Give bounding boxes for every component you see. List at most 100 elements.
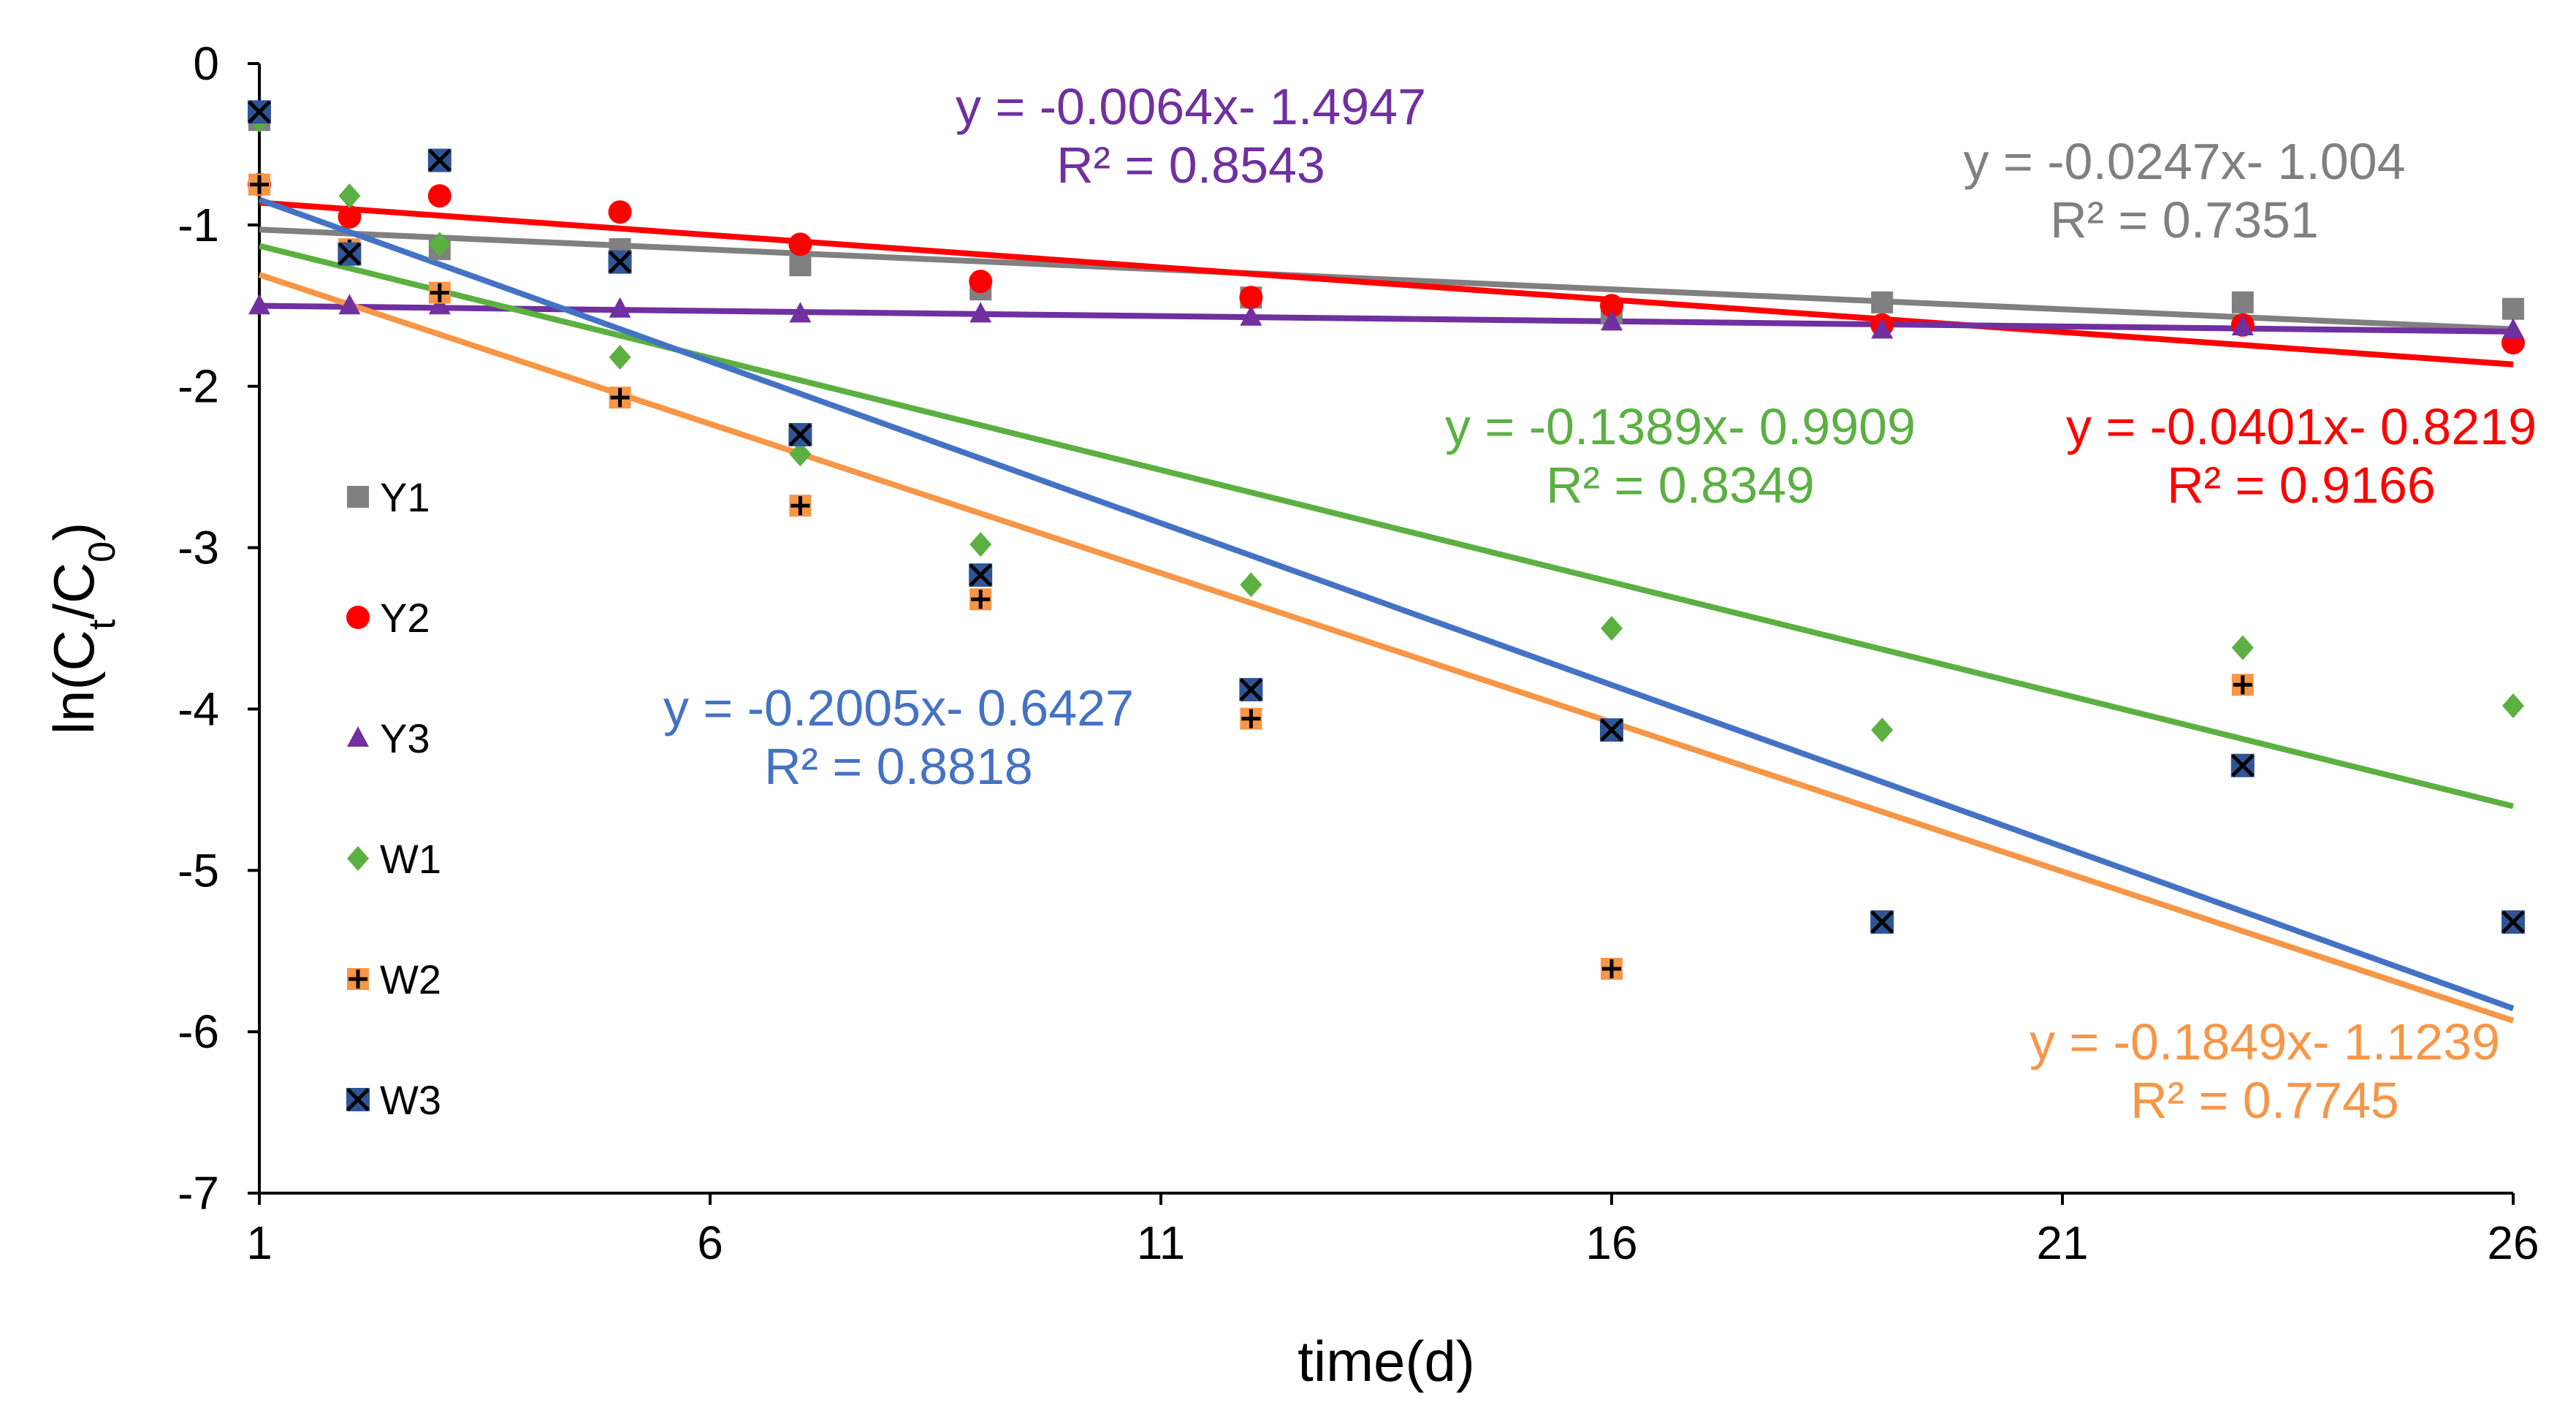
point-w1 — [609, 344, 631, 370]
legend-marker-y1 — [347, 486, 369, 508]
point-y3 — [1601, 310, 1623, 331]
r2-y1: R² = 0.7351 — [2050, 191, 2319, 248]
point-y2 — [1600, 294, 1623, 318]
equation-y1: y = -0.0247x- 1.004 — [1963, 133, 2405, 190]
r2-w3: R² = 0.8818 — [764, 738, 1033, 795]
legend-marker-w2 — [347, 968, 369, 990]
point-w3 — [1600, 718, 1623, 742]
legend-label-w1: W1 — [380, 836, 441, 882]
point-w3 — [788, 422, 812, 446]
point-w2 — [428, 281, 451, 304]
y-tick-label: -7 — [178, 1167, 219, 1219]
point-w3 — [2501, 910, 2525, 934]
legend-marker-y2 — [346, 606, 370, 629]
point-w2 — [969, 588, 992, 611]
point-w2 — [1601, 958, 1623, 981]
point-y1 — [2231, 291, 2254, 313]
r2-w2: R² = 0.7745 — [2130, 1072, 2399, 1129]
point-y1 — [1871, 291, 1894, 313]
point-y2 — [338, 205, 362, 229]
point-y3 — [2502, 318, 2524, 339]
trendline-y1 — [259, 226, 2514, 332]
point-w1 — [1871, 717, 1894, 743]
point-w3 — [1870, 910, 1894, 934]
point-y2 — [608, 200, 632, 224]
point-w3 — [1239, 677, 1263, 701]
point-w2 — [248, 173, 270, 196]
y-tick-label: 0 — [193, 37, 219, 90]
point-w1 — [338, 183, 361, 209]
equation-y3: y = -0.0064x- 1.4947 — [956, 78, 1426, 135]
point-w2 — [789, 495, 812, 517]
equation-w2: y = -0.1849x- 1.1239 — [2030, 1013, 2500, 1070]
y-tick-label: -3 — [178, 522, 219, 574]
point-y3 — [338, 294, 361, 315]
point-y3 — [248, 294, 270, 315]
x-tick-label: 11 — [1137, 1217, 1185, 1269]
trendline-y2 — [259, 199, 2514, 368]
point-y3 — [969, 302, 992, 323]
x-tick-label: 1 — [246, 1217, 273, 1269]
point-y2 — [969, 270, 993, 294]
point-y3 — [2231, 314, 2254, 335]
legend-label-w3: W3 — [380, 1077, 441, 1123]
point-y3 — [789, 302, 812, 323]
y-tick-label: -4 — [178, 682, 219, 735]
point-y2 — [1239, 286, 1263, 310]
y-tick-label: -5 — [178, 844, 219, 896]
point-w1 — [1240, 572, 1262, 598]
point-w3 — [427, 148, 451, 172]
point-w1 — [969, 532, 992, 557]
x-axis-title: time(d) — [1297, 1329, 1475, 1393]
point-w3 — [2230, 753, 2255, 777]
point-y2 — [788, 232, 812, 256]
point-w1 — [2502, 693, 2524, 719]
x-tick-label: 26 — [2487, 1217, 2539, 1269]
point-y3 — [1240, 305, 1262, 326]
point-w3 — [608, 250, 632, 274]
r2-y2: R² = 0.9166 — [2167, 457, 2436, 514]
point-y3 — [1871, 318, 1894, 339]
trendline-w3 — [258, 197, 2515, 1012]
trendline-w2 — [258, 272, 2515, 1024]
trendline-y3 — [259, 302, 2514, 335]
point-w3 — [248, 100, 271, 124]
trend-lines — [258, 197, 2515, 1024]
x-tick-label: 16 — [1585, 1217, 1637, 1269]
point-y1 — [2502, 297, 2524, 320]
point-w2 — [2231, 674, 2254, 696]
r2-w1: R² = 0.8349 — [1546, 457, 1815, 514]
point-w3 — [969, 563, 993, 587]
point-w1 — [428, 232, 451, 257]
point-w2 — [1240, 707, 1262, 730]
legend-label-y2: Y2 — [380, 595, 430, 641]
legend-marker-w1 — [347, 846, 369, 871]
point-w1 — [1601, 616, 1623, 641]
equation-w3: y = -0.2005x- 0.6427 — [663, 679, 1134, 736]
legend-label-w2: W2 — [380, 956, 441, 1002]
r2-y3: R² = 0.8543 — [1056, 137, 1325, 194]
point-y3 — [428, 294, 451, 315]
point-w3 — [338, 242, 362, 266]
trendline-w1 — [259, 243, 2514, 810]
legend-label-y1: Y1 — [380, 474, 430, 520]
y-tick-label: -2 — [178, 360, 219, 413]
equation-y2: y = -0.0401x- 0.8219 — [2066, 398, 2537, 455]
point-y2 — [427, 184, 451, 208]
point-y1 — [789, 254, 812, 277]
point-w2 — [609, 387, 631, 409]
x-tick-label: 6 — [697, 1217, 723, 1269]
point-y3 — [609, 297, 631, 318]
y-axis-title: ln(Ct/C0) — [42, 522, 123, 734]
y-tick-label: -6 — [178, 1005, 219, 1058]
y-tick-label: -1 — [178, 199, 219, 251]
legend-marker-w3 — [346, 1088, 370, 1111]
point-w1 — [789, 441, 812, 467]
point-w1 — [2231, 635, 2254, 660]
x-tick-label: 21 — [2036, 1217, 2088, 1269]
legend-label-y3: Y3 — [380, 715, 430, 761]
axes: 0-1-2-3-4-5-6-71 6 11 16 21 26time(d)ln(Ct/C0… — [42, 37, 2539, 1393]
legend: Y1 Y2 Y3 W1 W2 W3 — [346, 474, 441, 1123]
